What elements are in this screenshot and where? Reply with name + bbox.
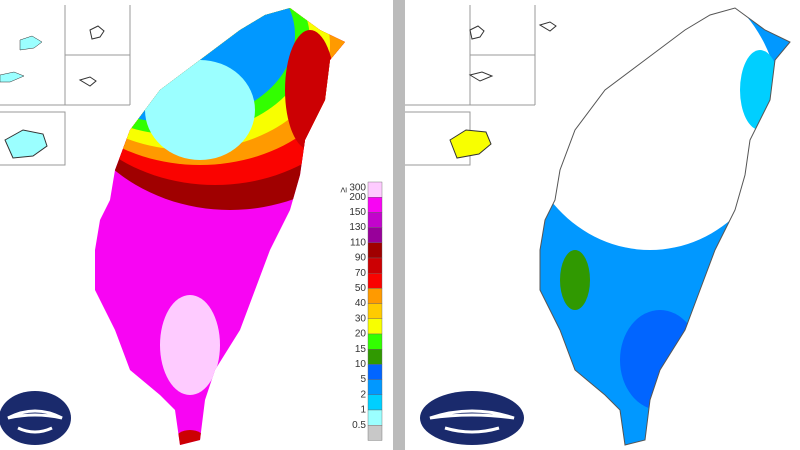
legend-swatch [367, 425, 383, 441]
legend-swatch [367, 288, 383, 304]
legend-swatch [367, 273, 383, 289]
legend-label: 70 [355, 268, 367, 279]
legend-label: 110 [350, 237, 366, 248]
legend-label: 40 [355, 298, 367, 309]
legend-label: 150 [349, 207, 366, 218]
legend-label: 50 [355, 283, 367, 294]
right-map [405, 5, 791, 446]
legend-label: 15 [355, 344, 367, 355]
legend-swatch [367, 394, 383, 411]
legend-label: 0.5 [352, 420, 366, 431]
legend-label: 300 [349, 183, 366, 194]
legend-label: 30 [355, 313, 367, 324]
legend-swatch [367, 364, 383, 380]
legend-swatch [367, 257, 383, 274]
legend-label: 130 [349, 222, 366, 233]
legend-swatch [367, 349, 383, 365]
legend-swatch [367, 212, 383, 228]
legend-label: 1 [360, 405, 366, 416]
legend-label: 20 [355, 329, 367, 340]
legend-swatch [367, 318, 383, 335]
legend-swatch [367, 333, 383, 350]
legend-swatch [367, 242, 383, 259]
legend-symbol: ≥ [339, 187, 350, 193]
legend-label: 2 [360, 389, 366, 400]
left-map [0, 5, 345, 445]
legend-swatch [367, 303, 383, 320]
legend-swatch [367, 181, 383, 198]
legend-label: 90 [355, 253, 367, 264]
legend-label: 200 [349, 192, 366, 203]
legend-swatch [367, 409, 383, 426]
legend-swatch [367, 227, 383, 244]
legend-label: 10 [355, 359, 367, 370]
divider [393, 0, 405, 450]
legend-swatch [367, 196, 383, 213]
legend-swatch [367, 379, 383, 396]
legend-label: 5 [360, 374, 366, 385]
